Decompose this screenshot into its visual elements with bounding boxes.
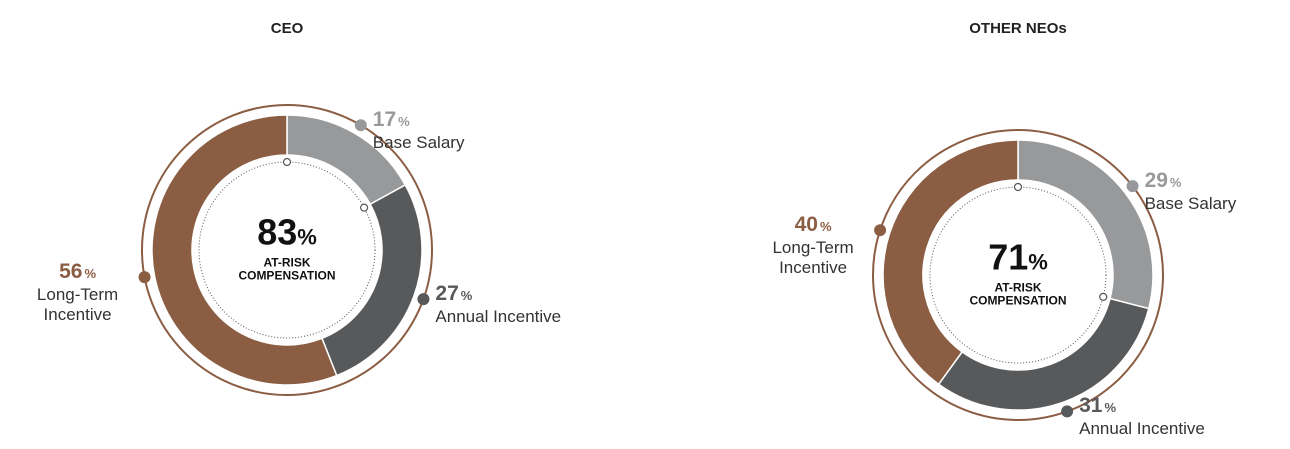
slice-label: 31% Annual Incentive [1079, 395, 1205, 439]
outer-ring [872, 129, 1164, 421]
slice-label: 27% Annual Incentive [435, 283, 561, 327]
slice-value: 17% [373, 109, 465, 133]
slice-value-number: 56 [59, 260, 83, 284]
slice-label: 29% Base Salary [1145, 170, 1237, 214]
slice-name: Annual Incentive [435, 307, 562, 327]
slice-value-unit: % [398, 114, 410, 130]
donut-slice [151, 114, 338, 386]
slice-name: Base Salary [372, 133, 465, 153]
label-dot [1126, 180, 1139, 193]
slice-value-number: 31 [1079, 394, 1103, 418]
label-dot [354, 119, 367, 132]
center-label: AT-RISK COMPENSATION [969, 280, 1067, 308]
outer-ring [141, 104, 433, 396]
boundary-marker [1099, 292, 1108, 301]
slice-value: 29% [1145, 170, 1237, 194]
slice-value-unit: % [1169, 175, 1182, 191]
boundary-marker [1013, 182, 1023, 192]
center-text: 83% AT-RISK COMPENSATION [222, 211, 352, 283]
center-value-unit: % [1028, 249, 1048, 275]
slice-value-number: 29 [1144, 169, 1168, 193]
center-value: 83% [222, 211, 352, 257]
slice-value-unit: % [1104, 400, 1117, 416]
slice-value-number: 40 [794, 213, 818, 237]
slice-value: 56% [23, 261, 133, 285]
label-dot [874, 224, 887, 237]
slice-value-unit: % [84, 266, 97, 282]
donut-slice [882, 139, 1019, 386]
slice-label: 40% Long-Term Incentive [758, 214, 868, 278]
slice-value: 27% [435, 283, 561, 307]
label-dot [1061, 405, 1074, 418]
slice-value: 31% [1079, 395, 1205, 419]
slice-value: 40% [758, 214, 868, 238]
slice-name: Base Salary [1144, 194, 1237, 214]
slice-value-unit: % [819, 219, 832, 235]
slice-label: 56% Long-Term Incentive [23, 261, 133, 325]
slice-name: Long-Term Incentive [36, 285, 119, 325]
slice-value-number: 17 [372, 108, 397, 132]
chart-title: CEO [270, 20, 304, 37]
slice-name: Long-Term Incentive [772, 238, 854, 278]
center-value-unit: % [297, 224, 317, 250]
label-dot [138, 271, 151, 284]
boundary-marker [360, 203, 369, 212]
center-text: 71% AT-RISK COMPENSATION [953, 236, 1083, 308]
chart-title: OTHER NEOs [969, 20, 1067, 37]
slice-name: Annual Incentive [1079, 419, 1205, 439]
label-dot [417, 293, 430, 306]
donut-slice [937, 297, 1150, 411]
boundary-marker [282, 157, 292, 167]
slice-label: 17% Base Salary [373, 109, 465, 153]
slice-value-number: 27 [435, 282, 459, 306]
center-value-number: 71 [988, 236, 1029, 278]
center-value-number: 83 [257, 211, 298, 253]
slice-value-unit: % [460, 288, 473, 304]
center-value: 71% [953, 236, 1083, 282]
center-label: AT-RISK COMPENSATION [238, 255, 336, 283]
